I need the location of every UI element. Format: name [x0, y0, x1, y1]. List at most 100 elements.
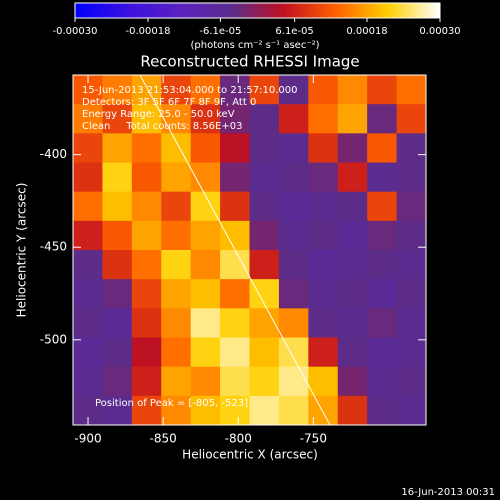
heatmap-cell [308, 279, 339, 309]
heatmap-cell [396, 220, 427, 251]
footer: 16-Jun-2013 00:31 [401, 487, 495, 498]
heatmap-cell [102, 337, 133, 368]
heatmap-cell [190, 279, 221, 309]
heatmap-cell [367, 162, 398, 193]
heatmap-cell [278, 250, 309, 280]
heatmap-cell [367, 279, 398, 309]
heatmap-cell [367, 308, 398, 338]
heatmap-cell [161, 279, 192, 309]
heatmap-cell [249, 133, 280, 163]
heatmap-cell [396, 75, 427, 105]
y-tick-label: -450 [40, 240, 67, 254]
x-axis-label: Heliocentric X (arcsec) [182, 448, 318, 462]
heatmap-cell [308, 162, 339, 193]
heatmap-cell [278, 104, 309, 134]
plot-frame [72, 74, 427, 426]
heatmap-cell [396, 308, 427, 338]
heatmap-cell [308, 191, 339, 222]
heatmap-cell [131, 162, 162, 193]
heatmap-cell [337, 104, 368, 134]
heatmap-cell [308, 75, 339, 105]
heatmap-cell [190, 75, 221, 105]
heatmap-cell [131, 337, 162, 368]
y-axis-label: Heliocentric Y (arcsec) [15, 183, 29, 318]
annotation: Energy Range: 25.0 - 50.0 keV [82, 109, 235, 120]
heatmap-cell [396, 191, 427, 222]
heatmap-cell [131, 220, 162, 251]
heatmap-cell [220, 220, 250, 251]
heatmap-cell [73, 308, 103, 338]
heatmap-cell [190, 133, 221, 163]
colorbar-tick-label: -6.1e-05 [199, 26, 241, 37]
heatmap-cell [278, 133, 309, 163]
heatmap-cell [278, 337, 309, 368]
heatmap-cell [337, 279, 368, 309]
colorbar-tick-label: -0.00030 [53, 26, 98, 37]
heatmap-cell [249, 250, 280, 280]
heatmap-cell [102, 308, 133, 338]
annotation: Detectors: 3F 5F 6F 7F 8F 9F, Att 0 [82, 97, 256, 108]
heatmap-cell [396, 133, 427, 163]
heatmap-cell [161, 104, 192, 134]
heatmap-cell [308, 220, 339, 251]
annotation: 15-Jun-2013 21:53:04.000 to 21:57:10.000 [82, 85, 298, 96]
colorbar-tick-label: -0.00018 [126, 26, 171, 37]
heatmap-cell [73, 250, 103, 280]
heatmap-cell [73, 220, 103, 251]
heatmap-cell [73, 279, 103, 309]
heatmap-cell [220, 308, 250, 338]
heatmap-cell [102, 104, 133, 134]
heatmap-cell [337, 220, 368, 251]
heatmap-cell [131, 366, 162, 397]
heatmap-cell [190, 395, 221, 426]
heatmap-cell [220, 279, 250, 309]
heatmap-cell [396, 104, 427, 134]
heatmap-cell [102, 279, 133, 309]
heatmap-cell [190, 366, 221, 397]
heatmap-cell [220, 133, 250, 163]
heatmap-cell [161, 191, 192, 222]
heatmap-cell [249, 162, 280, 193]
heatmap-cell [102, 133, 133, 163]
heatmap-cell [308, 395, 339, 426]
chart-title: Reconstructed RHESSI Image [140, 53, 359, 71]
heatmap-cell [190, 308, 221, 338]
heatmap-cell [396, 162, 427, 193]
heatmap-cell [337, 162, 368, 193]
heatmap-cell [131, 308, 162, 338]
heatmap-cell [73, 162, 103, 193]
heatmap-cell [278, 279, 309, 309]
heatmap-cell [161, 395, 192, 426]
heatmap-cell [367, 75, 398, 105]
heatmap-cell [73, 133, 103, 163]
heatmap-cell [396, 395, 427, 426]
heatmap-cell [396, 279, 427, 309]
heatmap-cell [73, 337, 103, 368]
heatmap-cell [249, 366, 280, 397]
heatmap-cell [249, 104, 280, 134]
heatmap-cell [102, 366, 133, 397]
heatmap-cell [73, 366, 103, 397]
y-tick-label: -500 [40, 332, 67, 346]
heatmap-cell [337, 395, 368, 426]
heatmap-cell [190, 337, 221, 368]
heatmap-cell [131, 133, 162, 163]
heatmap-cell [131, 279, 162, 309]
heatmap-cell [220, 337, 250, 368]
heatmap-cell [190, 220, 221, 251]
heatmap-cell [367, 395, 398, 426]
heatmap-cell [220, 250, 250, 280]
heatmap-cell [278, 395, 309, 426]
heatmap-cell [249, 395, 280, 426]
heatmap-cell [367, 366, 398, 397]
peak-label: Position of Peak = [-805, -523] [95, 398, 248, 409]
heatmap-cell [367, 133, 398, 163]
heatmap-cell [308, 308, 339, 338]
heatmap-cell [249, 191, 280, 222]
heatmap-cell [161, 162, 192, 193]
heatmap-cell [220, 395, 250, 426]
heatmap-cell [249, 75, 280, 105]
colorbar-tick-label: 0.00030 [419, 26, 460, 37]
heatmap-cell [367, 220, 398, 251]
